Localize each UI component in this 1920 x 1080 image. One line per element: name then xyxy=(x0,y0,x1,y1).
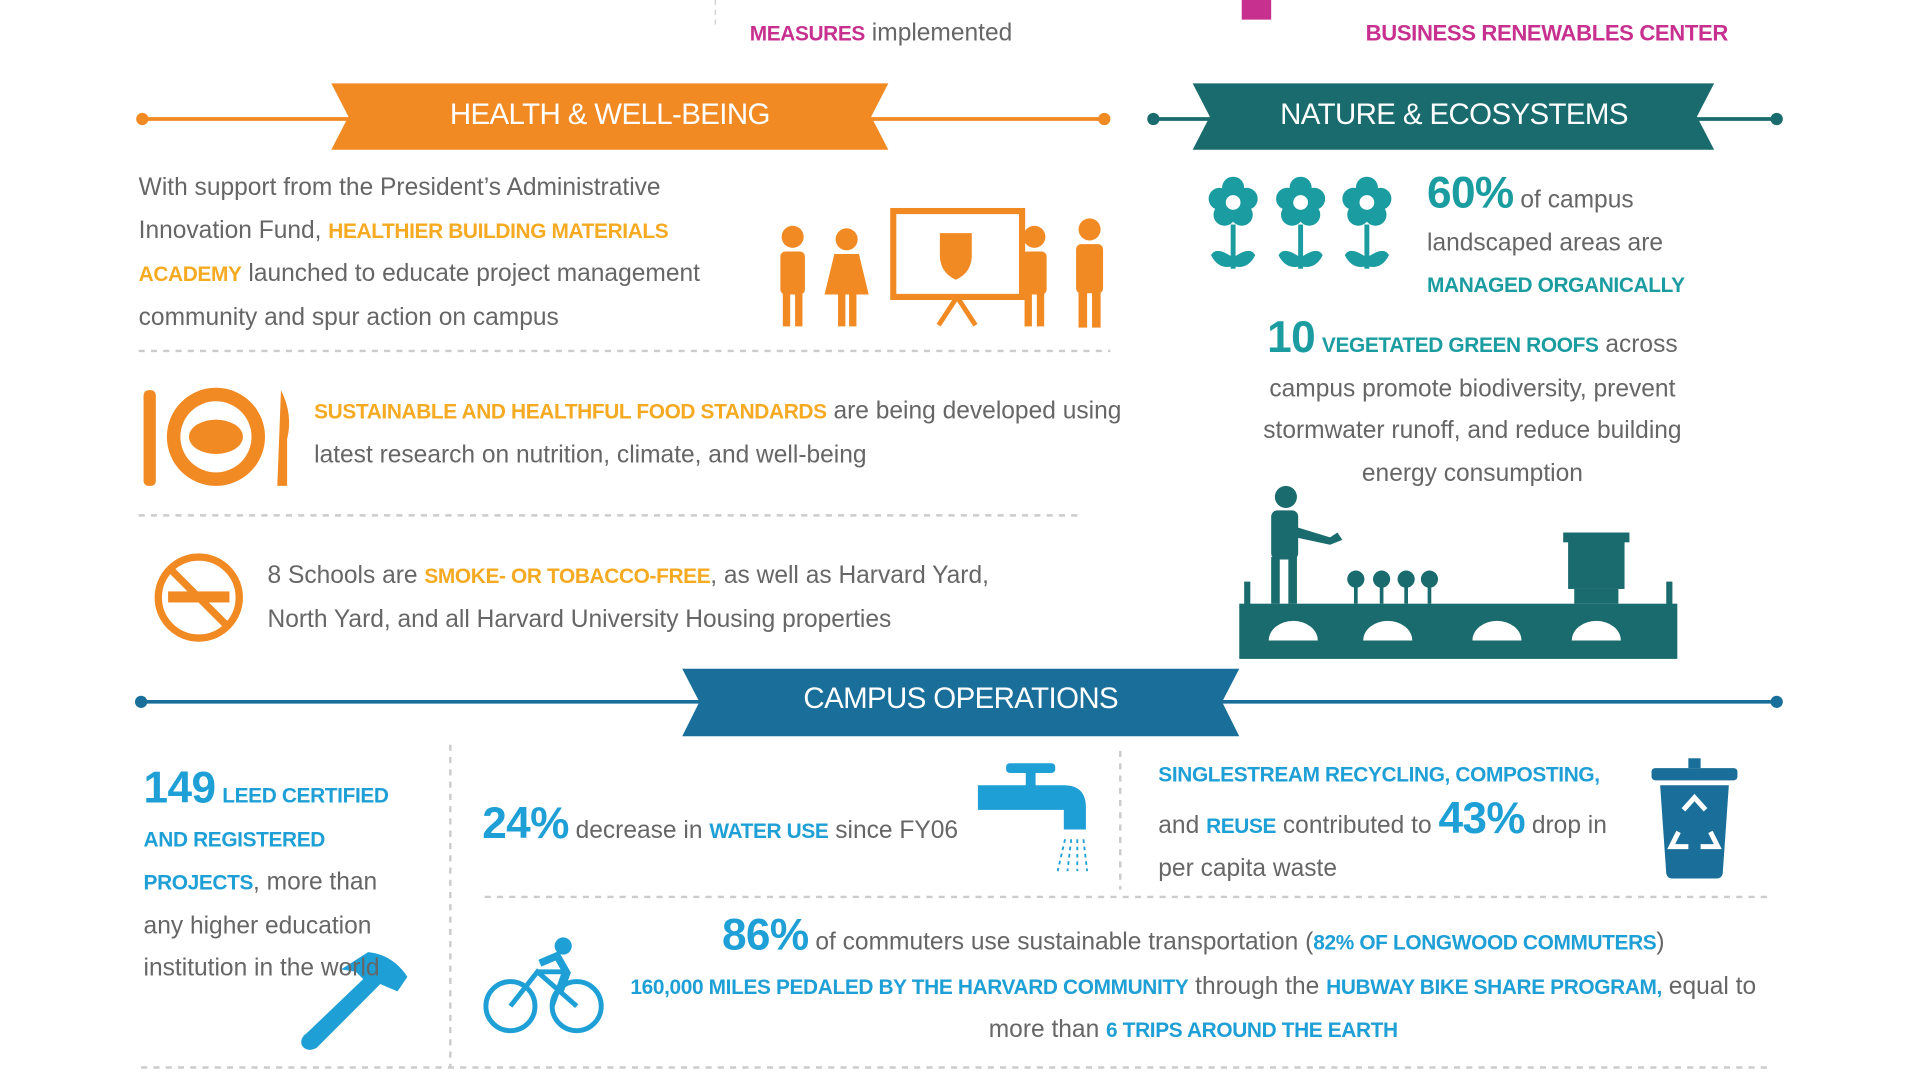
stat-number: 10 xyxy=(1267,311,1316,362)
highlight: 160,000 MILES PEDALED BY THE HARVARD COM… xyxy=(630,974,1189,999)
highlight: MANAGED ORGANICALLY xyxy=(1427,273,1685,297)
hammer-icon xyxy=(301,952,408,1050)
text: are being developed using latest researc… xyxy=(314,397,1122,469)
flowers-icon xyxy=(1208,176,1392,269)
highlight: REUSE xyxy=(1206,814,1277,838)
nature-banner xyxy=(1147,83,1783,150)
text: contributed to xyxy=(1276,811,1439,839)
highlight: 6 TRIPS AROUND THE EARTH xyxy=(1106,1018,1398,1042)
health-item: With support from the President’s Admini… xyxy=(139,167,765,339)
text: across campus promote biodiversity, prev… xyxy=(1263,331,1682,487)
text: ) xyxy=(1656,928,1665,956)
icon xyxy=(1241,0,1272,20)
stat-number: 43% xyxy=(1438,792,1526,843)
banner-title: CAMPUS OPERATIONS xyxy=(803,682,1119,716)
nature-stat: 60% of campus landscaped areas are MANAGE… xyxy=(1427,170,1721,308)
stat-number: 86% xyxy=(721,909,809,960)
plate-icon xyxy=(143,387,290,486)
highlight: HEALTHIER BUILDING MATERIALS ACADEMY xyxy=(138,219,669,286)
operations-banner xyxy=(134,668,1783,737)
text: implemented xyxy=(864,19,1013,47)
no-smoking-icon xyxy=(154,553,243,642)
text: through the xyxy=(1188,972,1327,1000)
text: of campus landscaped areas are xyxy=(1427,186,1664,256)
text: since FY06 xyxy=(828,817,959,845)
nature-stat: 10 VEGETATED GREEN ROOFS across campus p… xyxy=(1233,315,1712,495)
highlight: HUBWAY BIKE SHARE PROGRAM, xyxy=(1326,974,1662,999)
stat-number: 24% xyxy=(482,797,569,848)
green-roof-illustration xyxy=(1239,485,1678,659)
top-right-text: BUSINESS RENEWABLES CENTER xyxy=(1365,20,1729,46)
highlight: 82% OF LONGWOOD COMMUTERS xyxy=(1313,931,1657,955)
highlight: SINGLESTREAM RECYCLING, COMPOSTING, xyxy=(1158,763,1600,787)
recycling-stat: SINGLESTREAM RECYCLING, COMPOSTING, and … xyxy=(1158,753,1643,890)
transport-stat: 86% of commuters use sustainable transpo… xyxy=(614,912,1774,1052)
recycle-bin-icon xyxy=(1651,758,1738,879)
health-item: 8 Schools are SMOKE- OR TOBACCO-FREE, as… xyxy=(267,555,1052,641)
water-stat: 24% decrease in WATER USE since FY06 xyxy=(482,801,1022,853)
stat-number: 149 xyxy=(143,761,216,813)
text: and xyxy=(1158,811,1207,839)
top-left-text: MEASURES implemented xyxy=(750,12,1013,56)
health-item: SUSTAINABLE AND HEALTHFUL FOOD STANDARDS… xyxy=(314,390,1124,476)
text: 8 Schools are xyxy=(267,561,425,589)
leed-stat: 149 LEED CERTIFIED AND REGISTERED PROJEC… xyxy=(143,765,420,990)
highlight: SUSTAINABLE AND HEALTHFUL FOOD STANDARDS xyxy=(314,400,827,424)
health-banner xyxy=(136,83,1111,150)
highlight: VEGETATED GREEN ROOFS xyxy=(1321,333,1599,358)
highlight: MEASURES xyxy=(749,22,866,46)
highlight: WATER USE xyxy=(709,819,829,843)
faucet-icon xyxy=(977,763,1089,872)
banner-title: NATURE & ECOSYSTEMS xyxy=(1280,98,1628,132)
text: , more than any higher education institu… xyxy=(143,868,380,982)
bike-icon xyxy=(483,937,604,1034)
text: launched to educate project management c… xyxy=(138,260,700,331)
stat-number: 60% xyxy=(1427,166,1514,218)
text: of commuters use sustainable transportat… xyxy=(815,928,1314,956)
text: drop in per capita waste xyxy=(1158,811,1607,883)
text: , as well as Harvard Yard, North Yard, a… xyxy=(267,561,989,633)
people-icon xyxy=(780,207,1104,328)
text: decrease in xyxy=(575,817,710,845)
highlight: SMOKE- OR TOBACCO-FREE xyxy=(424,564,711,588)
text: equal to more than xyxy=(988,972,1757,1043)
banner-title: HEALTH & WELL-BEING xyxy=(449,98,771,132)
highlight: LEED CERTIFIED AND REGISTERED PROJECTS xyxy=(143,784,389,895)
text: With support from the President’s Admini… xyxy=(138,174,661,244)
